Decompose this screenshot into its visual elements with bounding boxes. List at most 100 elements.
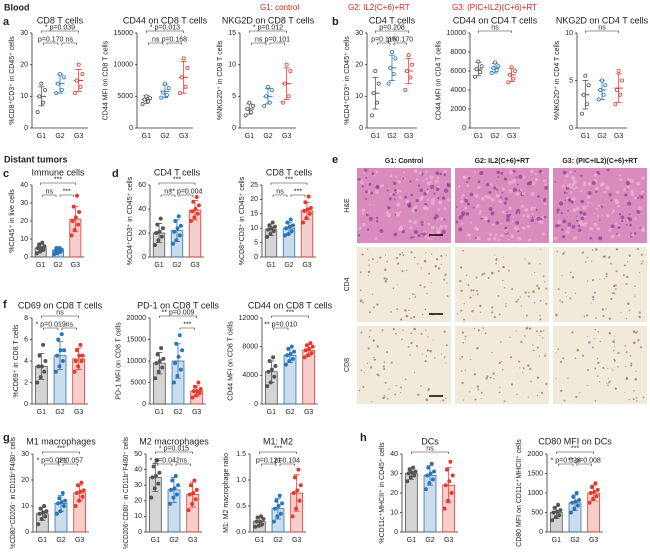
texture bbox=[509, 356, 513, 359]
y-tick-label: 6000 bbox=[450, 68, 466, 75]
y-tick-label: 5 bbox=[254, 239, 258, 246]
data-point bbox=[393, 56, 398, 61]
data-point bbox=[280, 501, 285, 506]
texture bbox=[530, 206, 535, 211]
x-tick-label: G1 bbox=[474, 133, 483, 140]
texture bbox=[367, 274, 369, 277]
significance-label: ns bbox=[66, 321, 74, 328]
texture bbox=[608, 228, 612, 232]
texture bbox=[596, 226, 601, 231]
texture bbox=[591, 249, 594, 251]
y-axis-label: %NKG2D⁺ in CD4 T cells bbox=[554, 40, 561, 120]
texture bbox=[470, 289, 473, 292]
texture bbox=[361, 253, 364, 256]
data-point bbox=[588, 490, 593, 495]
texture bbox=[468, 391, 471, 393]
texture bbox=[426, 293, 428, 295]
y-tick-label: 30 bbox=[355, 30, 363, 37]
texture bbox=[594, 328, 597, 331]
texture bbox=[367, 347, 370, 350]
x-tick-label: G3 bbox=[589, 537, 598, 544]
texture bbox=[465, 211, 470, 216]
x-tick-label: G2 bbox=[263, 133, 272, 140]
texture bbox=[408, 219, 412, 223]
texture bbox=[544, 183, 547, 186]
significance-label: ns bbox=[276, 188, 284, 195]
significance-bracket bbox=[159, 315, 197, 318]
texture bbox=[512, 215, 514, 218]
significance-bracket bbox=[43, 327, 59, 330]
y-tick-label: 8 bbox=[24, 315, 28, 322]
data-point bbox=[271, 229, 276, 234]
texture bbox=[587, 384, 589, 386]
texture bbox=[621, 219, 624, 223]
texture bbox=[627, 201, 632, 206]
texture bbox=[461, 355, 464, 358]
texture bbox=[528, 262, 531, 265]
texture bbox=[640, 195, 644, 199]
texture bbox=[590, 202, 593, 204]
data-point bbox=[177, 333, 182, 338]
data-point bbox=[268, 231, 273, 236]
data-point bbox=[603, 83, 608, 88]
data-point bbox=[40, 510, 45, 515]
texture bbox=[502, 256, 505, 258]
data-point bbox=[142, 97, 147, 102]
texture bbox=[473, 369, 475, 371]
data-point bbox=[506, 80, 511, 85]
texture bbox=[413, 169, 418, 174]
data-point bbox=[37, 511, 42, 516]
texture bbox=[636, 209, 641, 214]
data-point bbox=[271, 355, 276, 360]
texture bbox=[597, 361, 600, 365]
texture bbox=[515, 191, 520, 197]
data-point bbox=[175, 374, 180, 379]
data-point bbox=[39, 245, 44, 250]
data-point bbox=[194, 194, 199, 199]
texture bbox=[361, 208, 366, 213]
texture bbox=[582, 205, 587, 210]
data-point bbox=[191, 490, 196, 495]
data-point bbox=[261, 517, 266, 522]
texture bbox=[410, 317, 412, 320]
texture bbox=[556, 211, 559, 214]
texture bbox=[528, 180, 533, 185]
data-point bbox=[57, 496, 62, 501]
x-tick-label: G3 bbox=[444, 537, 453, 544]
texture bbox=[520, 340, 523, 344]
texture bbox=[358, 226, 363, 231]
texture bbox=[508, 206, 512, 210]
texture bbox=[620, 312, 622, 314]
y-tick-label: 0 bbox=[359, 125, 363, 132]
data-point bbox=[74, 348, 79, 353]
data-point bbox=[193, 206, 198, 211]
texture bbox=[591, 295, 595, 299]
texture bbox=[567, 209, 569, 212]
texture bbox=[438, 227, 442, 230]
texture bbox=[368, 335, 371, 338]
texture bbox=[505, 305, 507, 308]
image-column-header: G1: Control bbox=[385, 158, 424, 165]
texture bbox=[492, 236, 497, 241]
y-axis-label: CD44 MFI on CD8 T cells bbox=[227, 321, 234, 401]
significance-label: *** bbox=[274, 445, 282, 452]
data-point bbox=[176, 214, 181, 219]
data-point bbox=[157, 358, 162, 363]
texture bbox=[554, 180, 557, 183]
texture bbox=[586, 256, 589, 259]
data-point bbox=[177, 233, 182, 238]
texture bbox=[532, 344, 534, 346]
x-tick-label: G1 bbox=[255, 537, 264, 544]
texture bbox=[399, 391, 402, 394]
texture bbox=[569, 191, 573, 194]
data-point bbox=[304, 343, 309, 348]
texture bbox=[426, 198, 429, 201]
texture bbox=[425, 252, 427, 254]
texture bbox=[609, 380, 611, 383]
texture bbox=[508, 180, 513, 185]
texture bbox=[609, 262, 612, 265]
data-point bbox=[407, 467, 412, 472]
data-point bbox=[36, 522, 41, 527]
y-tick-label: 8000 bbox=[242, 344, 258, 351]
texture bbox=[562, 252, 565, 255]
